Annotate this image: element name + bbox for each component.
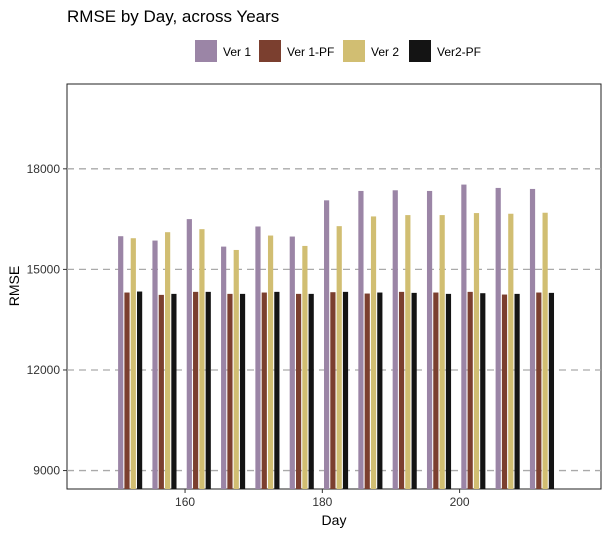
bar (130, 238, 136, 489)
bar (221, 246, 227, 489)
x-axis: 160 180 200 (175, 489, 470, 509)
legend: Ver 1 Ver 1-PF Ver 2 Ver2-PF (195, 40, 481, 62)
bar (433, 292, 439, 489)
bar (370, 216, 377, 490)
bar (342, 291, 349, 489)
bar (255, 226, 261, 489)
bar (495, 187, 501, 489)
bar (426, 190, 433, 489)
bar (548, 292, 555, 489)
legend-label: Ver 1 (223, 45, 251, 59)
bar (392, 190, 398, 489)
bar (267, 235, 274, 489)
bar (308, 293, 314, 489)
y-axis: 9000 12000 15000 18000 (27, 162, 67, 478)
bar (295, 293, 302, 489)
bar (205, 291, 211, 489)
bar (467, 291, 473, 489)
bar (261, 292, 267, 489)
bar (364, 293, 370, 489)
legend-swatch (409, 40, 431, 62)
bar (542, 212, 548, 490)
bar (152, 240, 158, 489)
bar (193, 291, 199, 489)
bar (165, 232, 171, 490)
bar (445, 293, 452, 489)
bar (158, 294, 164, 489)
bar (358, 190, 364, 489)
bar (274, 291, 280, 489)
bar (398, 291, 405, 489)
x-axis-label: Day (322, 512, 347, 528)
bar (227, 293, 233, 489)
y-tick-label: 9000 (33, 464, 60, 478)
legend-swatch (195, 40, 217, 62)
bar (439, 215, 445, 490)
bar (336, 226, 342, 489)
bar (508, 213, 514, 490)
bar (171, 293, 177, 489)
x-tick-label: 180 (312, 495, 332, 509)
bar (199, 229, 205, 489)
bar (124, 292, 130, 489)
y-axis-label: RMSE (6, 266, 22, 306)
bar (514, 293, 520, 489)
bar (405, 215, 411, 490)
legend-swatch (343, 40, 365, 62)
bar (461, 184, 467, 489)
legend-label: Ver 1-PF (287, 45, 334, 59)
legend-label: Ver2-PF (437, 45, 481, 59)
bar (289, 236, 295, 489)
bar (136, 291, 143, 489)
bar (480, 293, 486, 489)
bar (411, 292, 417, 489)
legend-swatch (259, 40, 281, 62)
bar (501, 294, 508, 489)
bars (118, 184, 555, 490)
chart-title: RMSE by Day, across Years (67, 7, 279, 26)
legend-label: Ver 2 (371, 45, 399, 59)
bar (330, 292, 336, 489)
bar (536, 292, 542, 489)
bar (377, 292, 383, 489)
x-tick-label: 200 (450, 495, 470, 509)
bar (233, 249, 239, 489)
bar (473, 213, 480, 490)
bar (186, 219, 192, 489)
y-tick-label: 12000 (27, 363, 61, 377)
bar (118, 236, 124, 489)
bar (302, 245, 308, 489)
bar (239, 293, 246, 489)
bar (529, 188, 536, 489)
bar (324, 200, 330, 489)
x-tick-label: 160 (175, 495, 195, 509)
y-tick-label: 15000 (27, 262, 61, 276)
y-tick-label: 18000 (27, 162, 61, 176)
